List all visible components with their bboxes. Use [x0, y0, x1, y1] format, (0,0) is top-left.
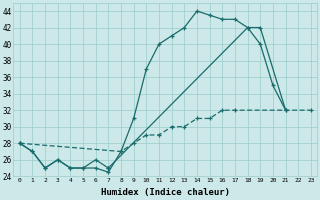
- X-axis label: Humidex (Indice chaleur): Humidex (Indice chaleur): [101, 188, 230, 197]
